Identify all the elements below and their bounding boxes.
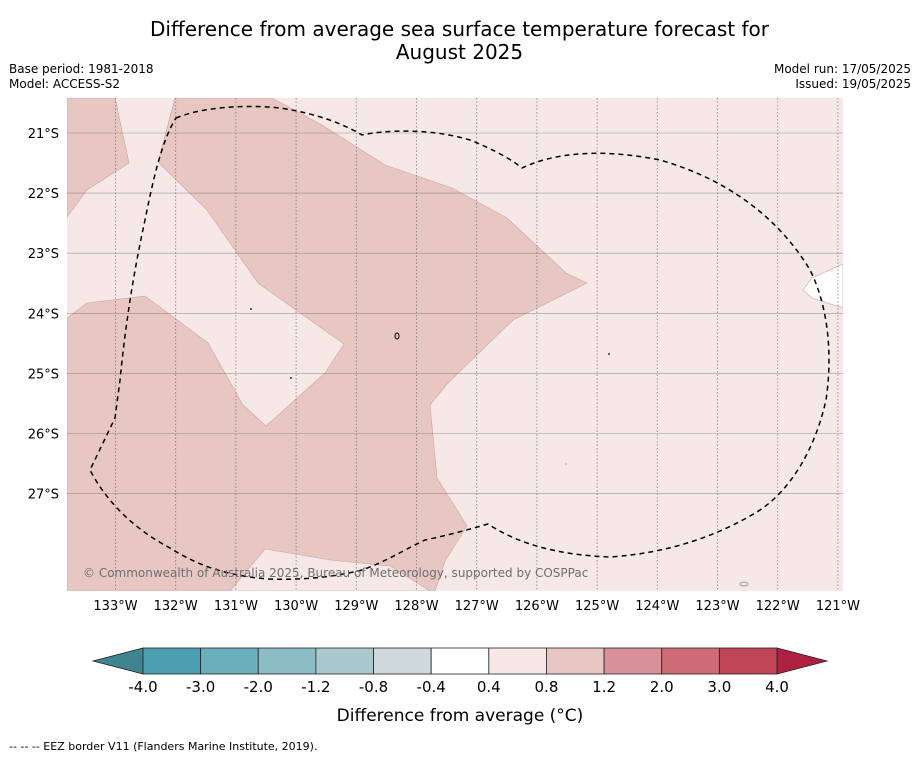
- colorbar-segment: [661, 647, 720, 675]
- title-line-1: Difference from average sea surface temp…: [149, 17, 769, 41]
- colorbar-title: Difference from average (°C): [337, 706, 584, 726]
- map-figure: © Commonwealth of Australia 2025, Bureau…: [28, 98, 860, 726]
- graticule: [67, 98, 843, 591]
- island-marker: [608, 353, 610, 355]
- colorbar-tick-label: -4.0: [128, 678, 157, 696]
- run-info: Model run: 17/05/2025 Issued: 19/05/2025: [774, 62, 911, 92]
- colorbar-tick-labels: -4.0 -3.0 -2.0 -1.2 -0.8 -0.4 0.4 0.8 1.2 2.0 3.0 4…: [128, 678, 789, 696]
- anomaly-region-northwest: [67, 98, 130, 218]
- longitude-tick-label: 123°W: [695, 599, 739, 614]
- latitude-tick-label: 27°S: [28, 488, 59, 503]
- island-markers: [250, 308, 749, 587]
- island-marker: [250, 308, 252, 310]
- longitude-axis: 133°W 132°W 131°W 130°W 129°W 128°W 127°W 126°W…: [93, 599, 860, 614]
- anomaly-region-north: [67, 98, 588, 591]
- colorbar-tick-label: 4.0: [765, 678, 789, 696]
- eez-footnote: -- -- -- EEZ border V11 (Flanders Marine…: [9, 740, 318, 753]
- island-marker: [394, 332, 400, 340]
- colorbar-tick-label: -3.0: [186, 678, 215, 696]
- island-marker: [739, 581, 749, 587]
- colorbar-tick-label: -0.4: [417, 678, 446, 696]
- title-line-2: August 2025: [395, 40, 524, 64]
- colorbar-segment: [430, 647, 490, 675]
- longitude-tick-label: 127°W: [455, 599, 499, 614]
- colorbar-tick-label: -1.2: [301, 678, 330, 696]
- base-period: Base period: 1981-2018: [9, 62, 154, 76]
- longitude-tick-label: 126°W: [515, 599, 559, 614]
- longitude-tick-label: 130°W: [274, 599, 318, 614]
- issued-date: Issued: 19/05/2025: [795, 77, 911, 91]
- no-data-patch-east: [802, 263, 843, 309]
- copyright-notice: © Commonwealth of Australia 2025, Bureau…: [83, 566, 588, 580]
- longitude-tick-label: 122°W: [756, 599, 800, 614]
- colorbar-tick-label: 1.2: [592, 678, 616, 696]
- colorbar-tick-label: -0.8: [359, 678, 388, 696]
- colorbar-extend-high: [776, 647, 829, 675]
- model-name: Model: ACCESS-S2: [9, 77, 121, 91]
- colorbar-tick-label: 2.0: [650, 678, 674, 696]
- colorbar-segment: [257, 647, 317, 675]
- colorbar-segment: [546, 647, 605, 675]
- colorbar-segment: [603, 647, 663, 675]
- colorbar-tick-label: 0.8: [535, 678, 559, 696]
- longitude-tick-label: 129°W: [334, 599, 378, 614]
- base-info: Base period: 1981-2018 Model: ACCESS-S2: [9, 62, 154, 92]
- colorbar-segment: [718, 647, 778, 675]
- map-area: © Commonwealth of Australia 2025, Bureau…: [67, 98, 843, 591]
- latitude-tick-label: 26°S: [28, 428, 59, 443]
- below-normal-lane: [229, 548, 431, 591]
- colorbar-segment: [315, 647, 374, 675]
- longitude-tick-label: 131°W: [214, 599, 258, 614]
- latitude-tick-label: 23°S: [28, 247, 59, 262]
- colorbar-segment: [373, 647, 432, 675]
- colorbar-segment: [142, 647, 202, 675]
- colorbar-segment: [200, 647, 259, 675]
- longitude-tick-label: 124°W: [635, 599, 679, 614]
- colorbar-segment: [488, 647, 547, 675]
- island-marker: [565, 463, 567, 465]
- longitude-tick-label: 125°W: [575, 599, 619, 614]
- longitude-tick-label: 128°W: [394, 599, 438, 614]
- latitude-tick-label: 25°S: [28, 367, 59, 382]
- longitude-tick-label: 132°W: [154, 599, 198, 614]
- model-run-date: Model run: 17/05/2025: [773, 62, 911, 76]
- latitude-tick-label: 24°S: [28, 307, 59, 322]
- map-title: Difference from average sea surface temp…: [0, 18, 919, 64]
- colorbar-extend-low: [91, 647, 144, 675]
- island-marker: [290, 377, 292, 379]
- longitude-tick-label: 121°W: [816, 599, 860, 614]
- colorbar: -4.0 -3.0 -2.0 -1.2 -0.8 -0.4 0.4 0.8 1.2 2.0 3.0 4…: [91, 647, 829, 726]
- colorbar-tick-label: 3.0: [707, 678, 731, 696]
- colorbar-tick-label: -2.0: [244, 678, 273, 696]
- longitude-tick-label: 133°W: [93, 599, 137, 614]
- latitude-tick-label: 22°S: [28, 187, 59, 202]
- colorbar-segments: [142, 647, 778, 675]
- colorbar-tick-label: 0.4: [477, 678, 501, 696]
- eez-border-west: [89, 105, 830, 580]
- latitude-axis: 21°S 22°S 23°S 24°S 25°S 26°S 27°S: [28, 127, 59, 503]
- latitude-tick-label: 21°S: [28, 127, 59, 142]
